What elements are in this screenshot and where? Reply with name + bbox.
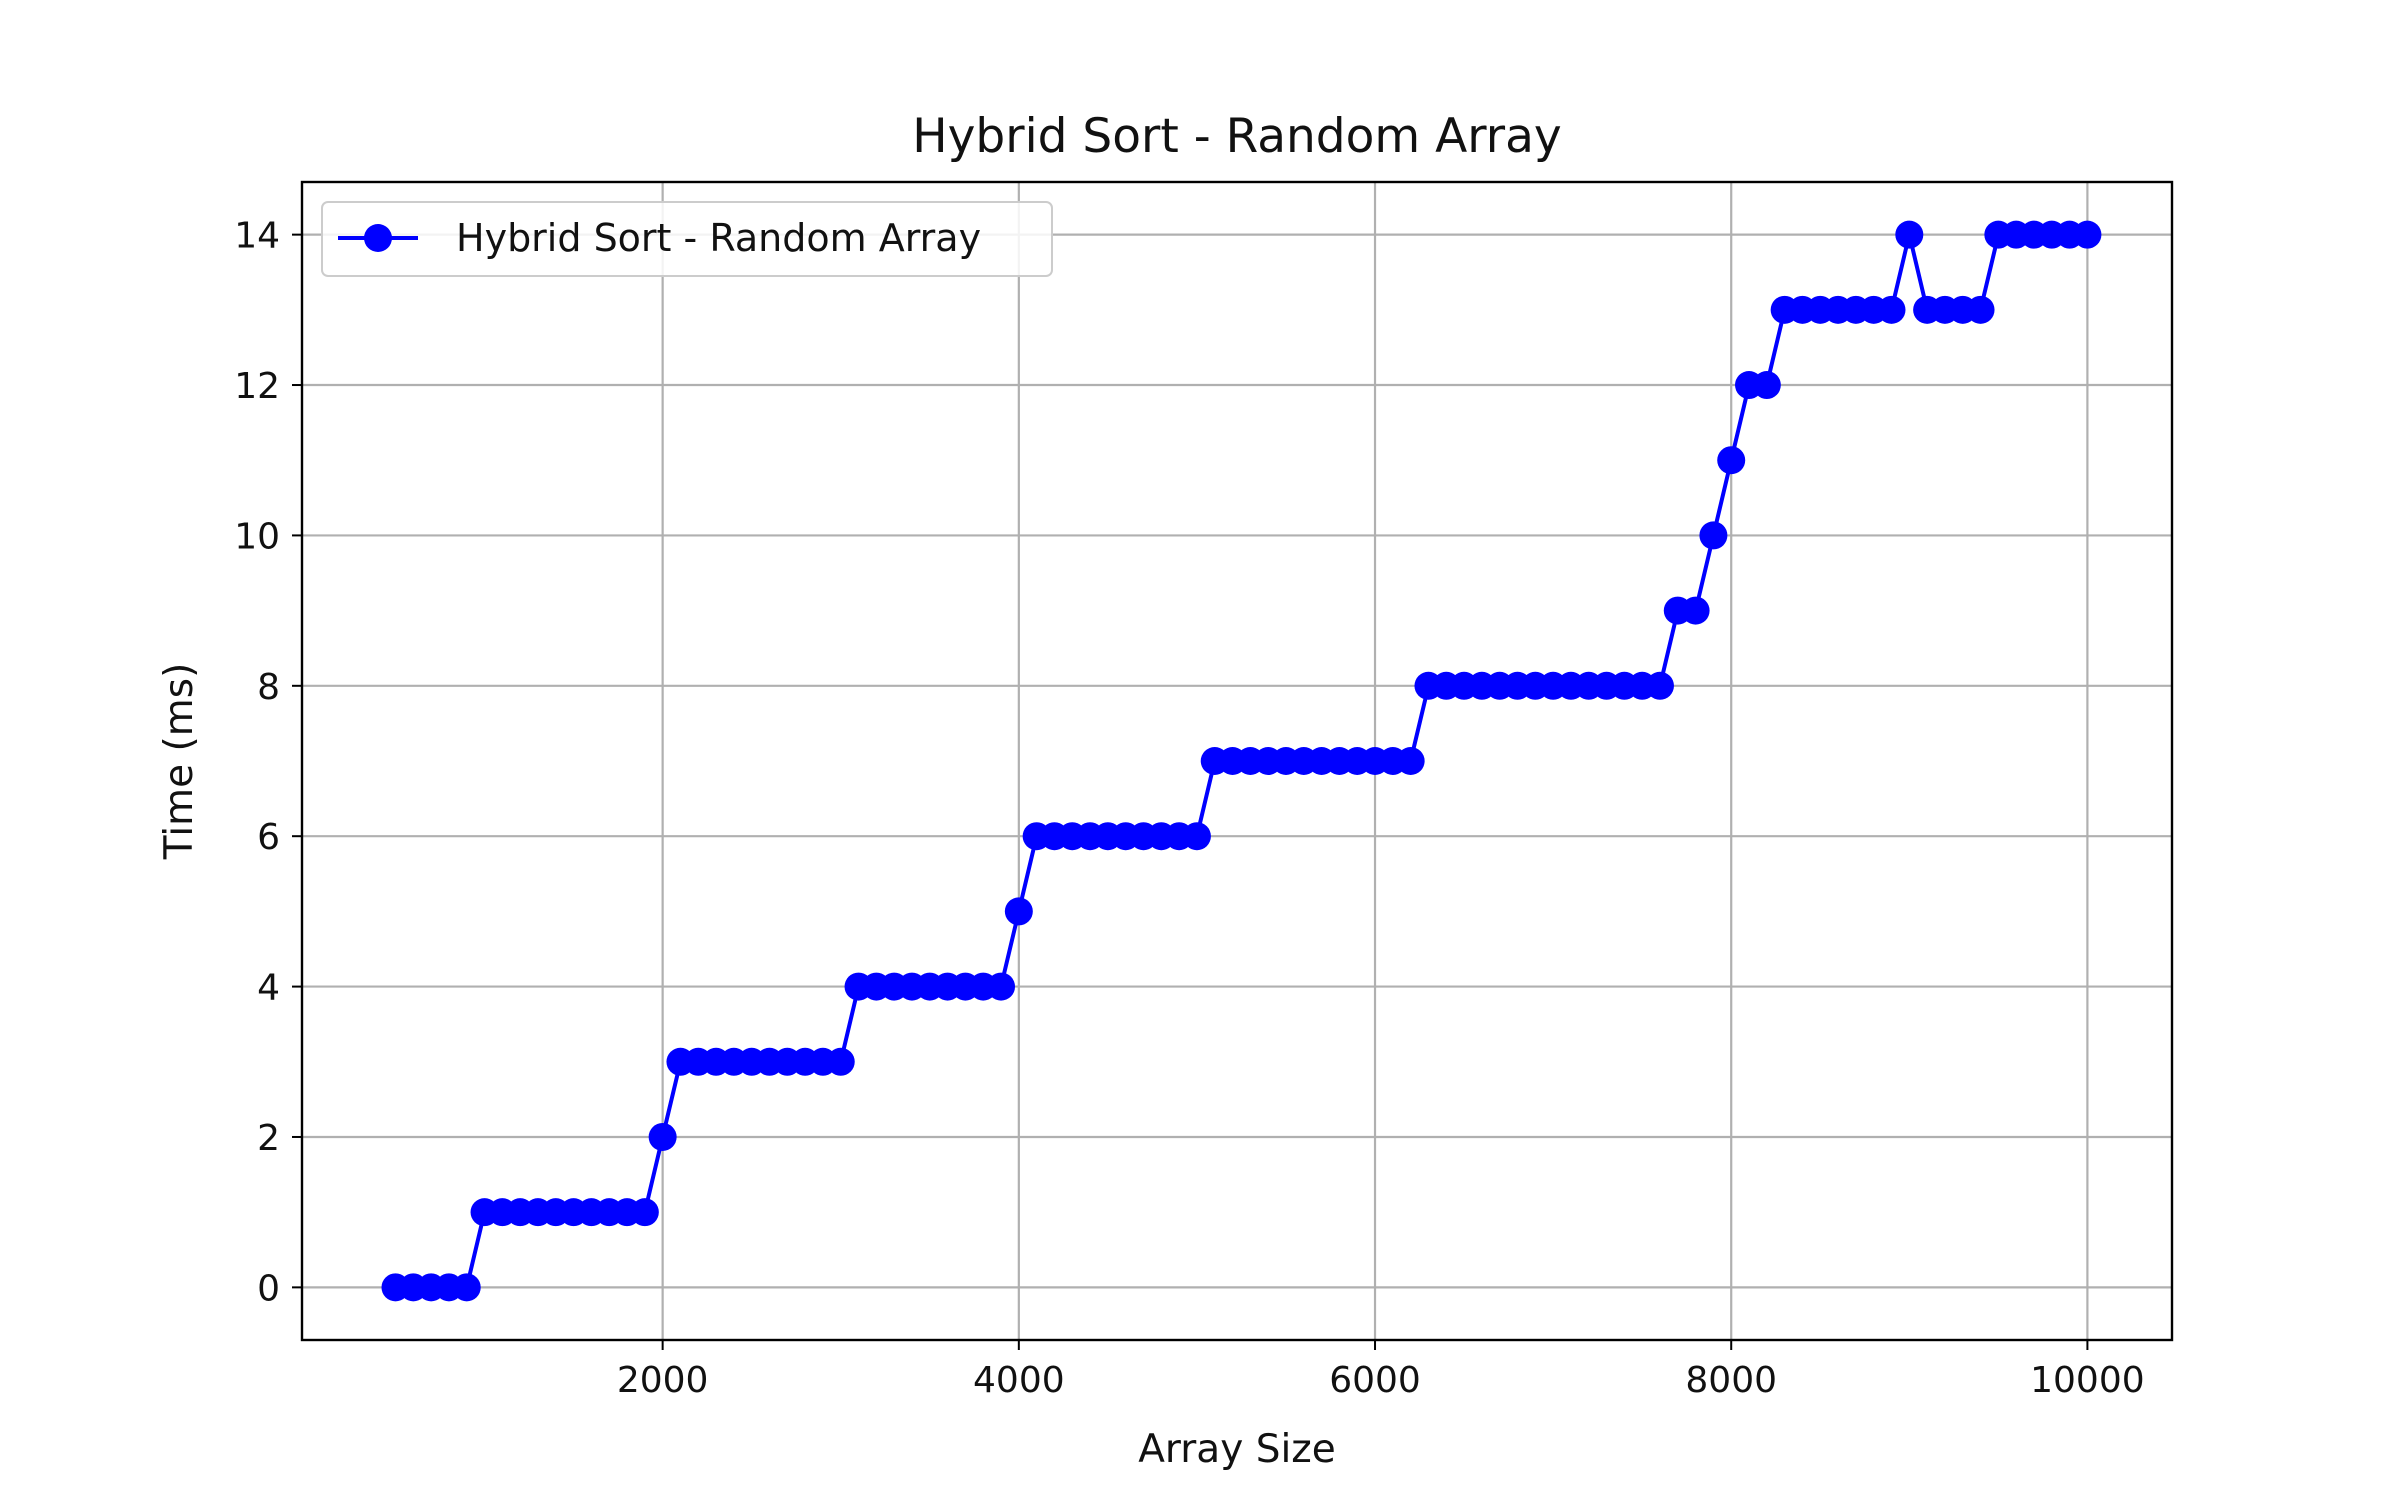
legend-box xyxy=(321,201,1053,277)
data-point xyxy=(1396,747,1425,775)
data-point xyxy=(1895,220,1924,249)
series-layer xyxy=(381,220,2102,1302)
y-tick-label: 0 xyxy=(257,1268,280,1309)
x-tick-label: 10000 xyxy=(2030,1360,2145,1401)
x-tick-label: 4000 xyxy=(973,1360,1065,1401)
legend-label: Hybrid Sort - Random Array xyxy=(456,216,981,260)
data-point xyxy=(826,1047,855,1076)
data-point xyxy=(1877,295,1906,324)
data-point xyxy=(2073,220,2102,249)
y-tick-label: 14 xyxy=(234,216,280,257)
data-point xyxy=(1645,671,1674,700)
x-tick-label: 6000 xyxy=(1329,1360,1421,1401)
x-tick-label: 8000 xyxy=(1685,1360,1777,1401)
data-point xyxy=(1681,596,1710,625)
data-point xyxy=(1004,897,1033,926)
axis-ticks: 2000 4000 6000 8000 10000 0 2 4 6 8 10 12 14 xyxy=(234,216,2144,1401)
y-tick-label: 10 xyxy=(234,516,280,557)
y-tick-label: 6 xyxy=(257,817,280,858)
plot-area-frame xyxy=(300,180,2174,1342)
y-tick-label: 4 xyxy=(257,968,280,1009)
data-point xyxy=(1182,822,1211,851)
chart-title: Hybrid Sort - Random Array xyxy=(912,109,1561,164)
data-point xyxy=(648,1122,677,1151)
legend-marker-sample xyxy=(364,224,392,252)
y-tick-label: 8 xyxy=(257,667,280,708)
data-point xyxy=(452,1273,481,1302)
data-point xyxy=(1752,371,1781,400)
y-tick-label: 2 xyxy=(257,1118,280,1159)
x-tick-label: 2000 xyxy=(617,1360,709,1401)
data-point xyxy=(630,1198,659,1227)
data-point xyxy=(987,972,1016,1001)
data-point xyxy=(1717,446,1746,475)
x-axis-label: Array Size xyxy=(1138,1427,1336,1472)
legend: Hybrid Sort - Random Array xyxy=(321,201,1053,277)
data-point xyxy=(1966,295,1995,324)
y-tick-label: 12 xyxy=(234,366,280,407)
y-axis-label: Time (ms) xyxy=(157,663,202,861)
data-point xyxy=(1699,521,1728,550)
